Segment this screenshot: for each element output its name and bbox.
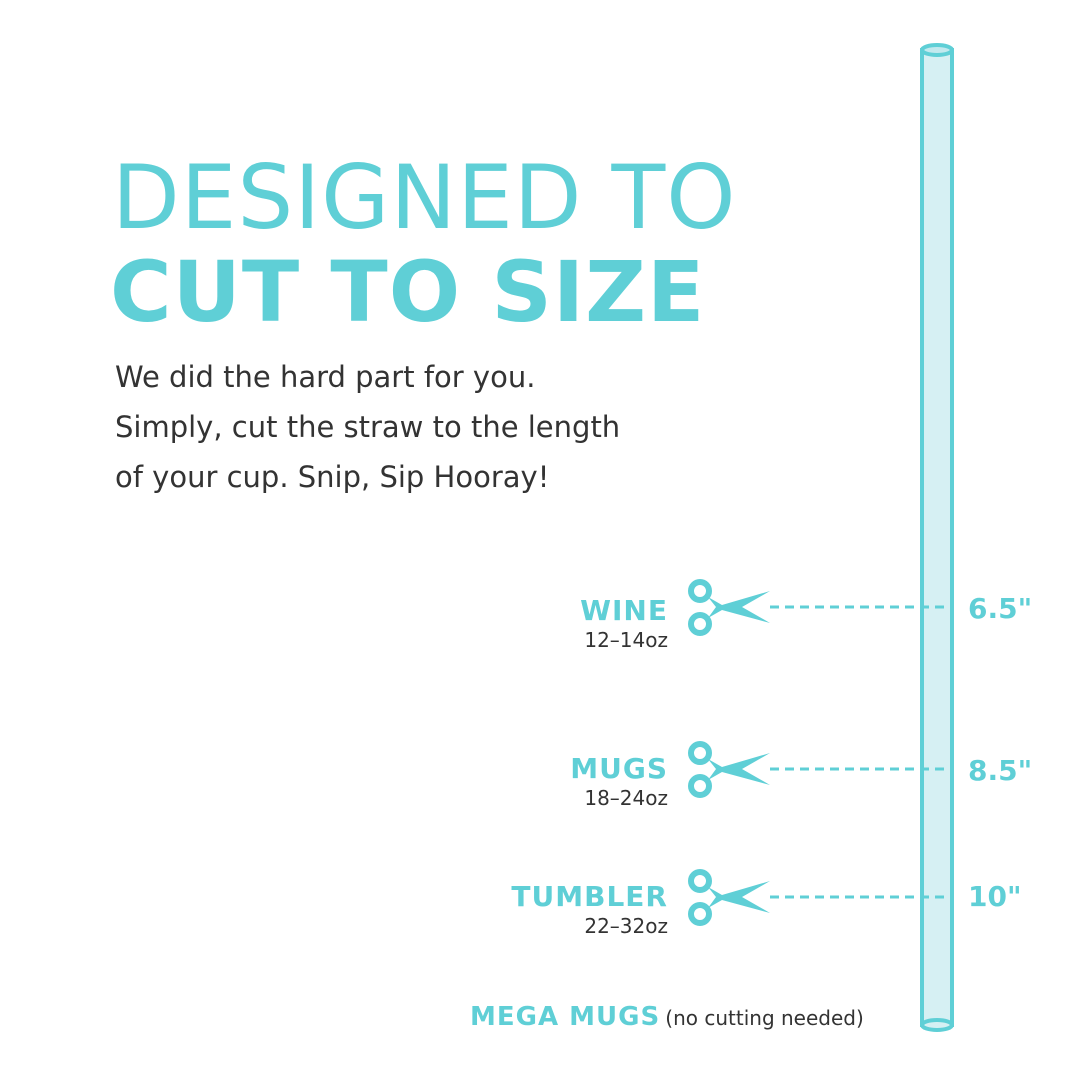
mega-name: MEGA MUGS: [470, 1002, 661, 1032]
length-tumbler: 10": [968, 880, 1022, 913]
description-line: We did the hard part for you.: [115, 360, 536, 394]
scissors-icon: [688, 869, 770, 926]
length-mugs: 8.5": [968, 754, 1033, 787]
cup-size: 18–24oz: [584, 786, 668, 810]
length-wine: 6.5": [968, 592, 1033, 625]
cup-name: TUMBLER: [511, 880, 668, 913]
straw-top: [920, 43, 954, 57]
cut-label-mugs: MUGS 18–24oz: [570, 753, 668, 811]
cup-size: 22–32oz: [584, 914, 668, 938]
mega-mugs-label: MEGA MUGS (no cutting needed): [470, 1002, 864, 1032]
cut-label-wine: WINE 12–14oz: [580, 595, 668, 653]
cut-label-tumbler: TUMBLER 22–32oz: [511, 881, 668, 939]
straw-body: [920, 48, 954, 1027]
cup-name: WINE: [580, 594, 668, 627]
description: We did the hard part for you. Simply, cu…: [115, 352, 620, 502]
scissors-icon: [688, 579, 770, 636]
description-line: Simply, cut the straw to the length: [115, 410, 621, 444]
heading-line-1: DESIGNED TO: [112, 146, 737, 249]
heading-line-2: CUT TO SIZE: [110, 243, 706, 341]
cup-size: 12–14oz: [584, 628, 668, 652]
scissors-icon: [688, 741, 770, 798]
cup-name: MUGS: [570, 752, 668, 785]
straw-bottom: [920, 1018, 954, 1032]
mega-note: (no cutting needed): [665, 1006, 864, 1030]
description-line: of your cup. Snip, Sip Hooray!: [115, 460, 550, 494]
